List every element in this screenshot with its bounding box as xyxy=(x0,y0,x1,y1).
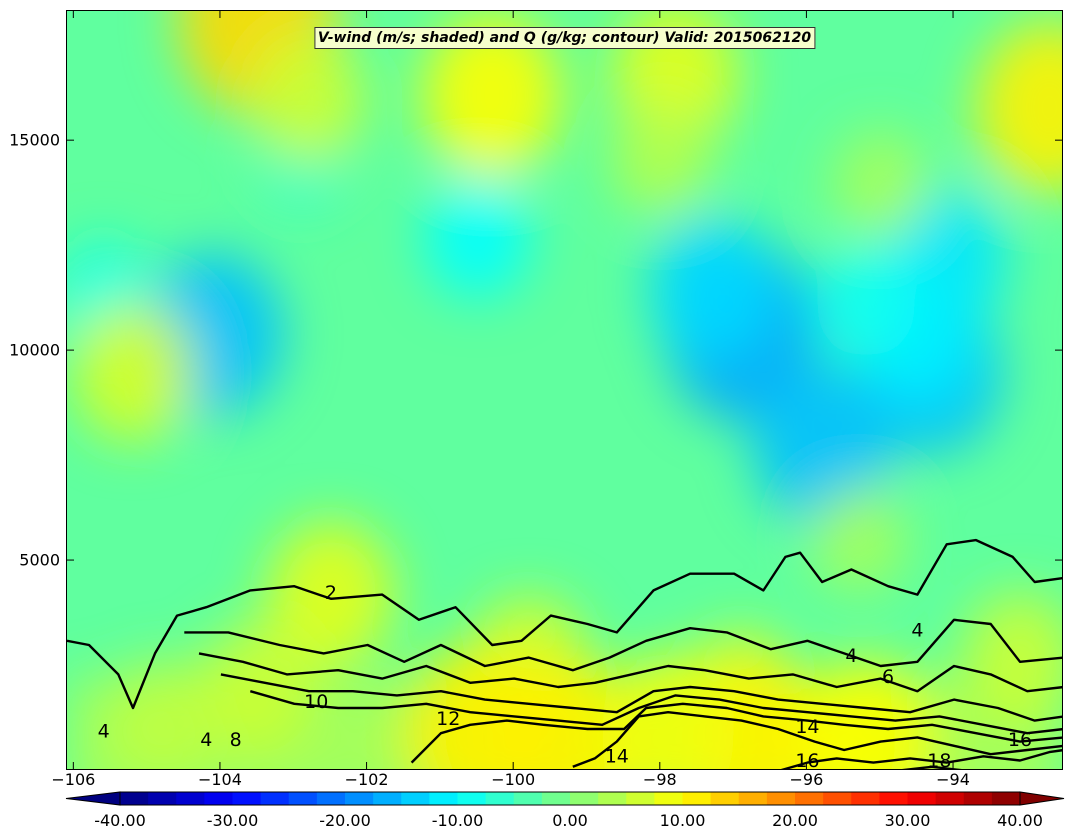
colorbar-bin xyxy=(598,792,627,805)
colorbar-bin xyxy=(963,792,993,805)
vwind-feature xyxy=(108,659,217,769)
q-contour-label: 14 xyxy=(795,716,819,738)
colorbar-tick-label: 20.00 xyxy=(772,811,818,830)
vwind-feature xyxy=(72,302,194,443)
colorbar-bin xyxy=(176,792,205,805)
colorbar-tick-label: -30.00 xyxy=(206,811,259,830)
colorbar-bin xyxy=(260,792,290,805)
vwind-feature xyxy=(976,20,1062,195)
colorbar-frame xyxy=(119,791,1021,806)
colorbar-tick-label: 40.00 xyxy=(997,811,1043,830)
colorbar-bin xyxy=(710,792,740,805)
colorbar-bin xyxy=(429,792,458,805)
colorbar-bin xyxy=(401,792,430,805)
y-tick-label: 15000 xyxy=(9,130,60,150)
colorbar-tick-label: 30.00 xyxy=(884,811,931,830)
colorbar-bin xyxy=(738,792,768,805)
colorbar-bin xyxy=(851,792,880,805)
colorbar-extend-max xyxy=(1019,791,1065,806)
colorbar-bin xyxy=(513,792,543,805)
vwind-feature xyxy=(811,486,907,594)
q-contour-label: 16 xyxy=(795,750,819,770)
colorbar-bin xyxy=(795,792,824,805)
colorbar-bin xyxy=(373,792,402,805)
y-tick-label: 10000 xyxy=(9,340,60,360)
q-contour-4 xyxy=(184,618,1062,672)
x-tick-label: −98 xyxy=(642,770,677,789)
colorbar-bin xyxy=(120,792,149,805)
colorbar-bin xyxy=(879,792,908,805)
chart-title: V-wind (m/s; shaded) and Q (g/kg; contou… xyxy=(313,27,816,49)
q-contour-6 xyxy=(198,652,1062,693)
vwind-feature xyxy=(610,100,712,216)
x-tick-label: −104 xyxy=(197,770,242,789)
y-tick-label: 5000 xyxy=(19,550,60,570)
vwind-feature xyxy=(815,243,917,359)
x-tick-label: −102 xyxy=(344,770,389,789)
x-tick-label: −106 xyxy=(51,770,96,789)
vwind-feature xyxy=(404,646,551,769)
q-contour-12 xyxy=(410,702,1062,764)
colorbar-bin xyxy=(570,792,599,805)
q-contour-label: 4 xyxy=(845,645,857,667)
vwind-feature xyxy=(422,12,563,178)
colorbar-bin xyxy=(204,792,233,805)
colorbar-extend-min xyxy=(65,791,121,806)
colorbar-bin xyxy=(682,792,712,805)
vwind-feature xyxy=(648,214,776,363)
x-tick-label: −96 xyxy=(789,770,824,789)
vwind-feature xyxy=(423,176,532,300)
colorbar-bin xyxy=(766,792,796,805)
colorbar-bin xyxy=(654,792,683,805)
q-contour-label: 4 xyxy=(200,729,212,751)
q-contour-8 xyxy=(220,673,1062,722)
q-contour-label: 6 xyxy=(882,666,894,688)
q-contour-18 xyxy=(902,765,962,769)
colorbar-tick-label: -40.00 xyxy=(94,811,146,830)
q-contour-label: 14 xyxy=(605,746,629,768)
x-tick-label: −94 xyxy=(936,770,970,789)
vwind-feature xyxy=(752,360,893,526)
colorbar-tick-label: -20.00 xyxy=(319,811,371,830)
q-contour-10 xyxy=(249,690,1062,735)
colorbar-tick-label: 0.00 xyxy=(552,811,588,830)
colorbar xyxy=(65,791,1065,806)
q-contour-label: 12 xyxy=(436,708,460,730)
q-contour-label: 4 xyxy=(98,720,110,742)
colorbar-tick-label: 10.00 xyxy=(659,811,706,830)
colorbar-bin xyxy=(991,792,1021,805)
plot-area: 2 4 6 10 12 14 14 16 16 18 8 4 4 4 V-wind (m/s; shade… xyxy=(66,10,1063,770)
colorbar-bin xyxy=(232,792,262,805)
colorbar-bin xyxy=(823,792,852,805)
q-contour-label: 2 xyxy=(325,582,337,604)
q-contour-2 xyxy=(67,538,1062,710)
colorbar-bin xyxy=(935,792,965,805)
q-contour-label: 8 xyxy=(230,729,242,751)
colorbar-bin xyxy=(288,792,318,805)
x-tick-label: −100 xyxy=(491,770,536,789)
q-contour-14 xyxy=(572,711,1062,768)
colorbar-bin xyxy=(457,792,487,805)
vwind-feature xyxy=(833,130,929,237)
colorbar-bin xyxy=(541,792,571,805)
q-contour-16 xyxy=(780,749,1062,769)
colorbar-bin xyxy=(148,792,177,805)
colorbar-bin xyxy=(485,792,515,805)
q-contour-label: 18 xyxy=(927,750,951,770)
q-contours xyxy=(67,538,1062,769)
colorbar-tick-label: -10.00 xyxy=(431,811,484,830)
q-contour-label: 10 xyxy=(304,691,328,713)
colorbar-bin xyxy=(345,792,374,805)
vwind-feature xyxy=(251,33,367,165)
q-contour-label: 16 xyxy=(1008,729,1032,751)
vwind-feature xyxy=(267,520,395,669)
vwind-feature xyxy=(200,621,315,753)
q-contour-label: 4 xyxy=(911,620,923,642)
colorbar-bin xyxy=(626,792,655,805)
colorbar-bin xyxy=(316,792,346,805)
colorbar-bin xyxy=(907,792,937,805)
